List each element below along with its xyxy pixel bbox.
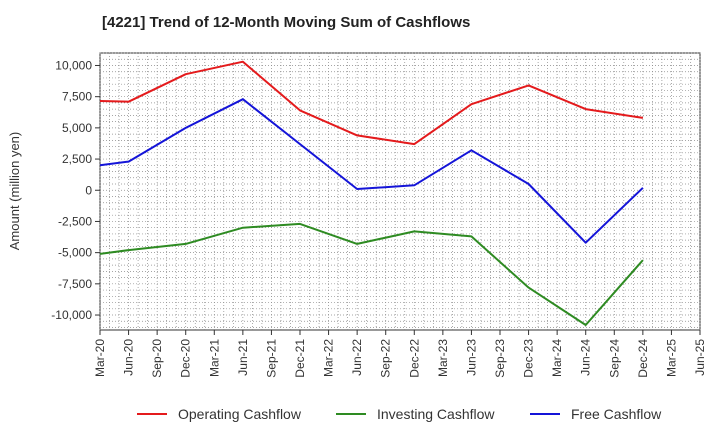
legend-label-investing-cashflow: Investing Cashflow [377,406,495,422]
x-axis-ticks: Mar-20 Jun-20 Sep-20 Dec-20 Mar-21 Jun-21 Sep-… [93,330,707,378]
x-tick-label: Jun-23 [464,339,478,376]
y-tick-label: 2,500 [62,152,92,166]
y-tick-label: -2,500 [58,214,92,228]
y-tick-label: -10,000 [51,308,92,322]
x-tick-label: Jun-25 [693,339,707,376]
x-tick-label: Jun-22 [350,339,364,376]
chart-title: [4221] Trend of 12-Month Moving Sum of C… [102,14,471,31]
x-tick-label: Sep-22 [379,339,393,378]
y-tick-label: -7,500 [58,277,92,291]
x-tick-label: Dec-20 [179,339,193,378]
x-tick-label: Dec-24 [636,339,650,378]
x-tick-label: Mar-25 [664,339,678,377]
y-axis-label: Amount (million yen) [7,132,22,251]
x-tick-label: Mar-22 [322,339,336,377]
x-tick-label: Dec-21 [293,339,307,378]
series-line-free-cashflow [99,98,644,244]
x-tick-label: Dec-22 [407,339,421,378]
legend-label-free-cashflow: Free Cashflow [571,406,662,422]
grid-lines [99,52,701,330]
x-tick-label: Mar-21 [207,339,221,377]
x-tick-label: Sep-23 [493,339,507,378]
x-tick-label: Sep-21 [264,339,278,378]
series-line-operating-cashflow [99,60,644,146]
x-tick-label: Jun-20 [122,339,136,376]
y-tick-label: -5,000 [58,246,92,260]
x-tick-label: Sep-20 [150,339,164,378]
plot-area [99,52,701,331]
y-tick-label: 0 [85,183,92,197]
x-tick-label: Sep-24 [607,339,621,378]
legend: Operating Cashflow Investing Cashflow Free… [137,406,662,422]
x-tick-label: Dec-23 [522,339,536,378]
y-axis-ticks: 10,000 7,500 5,000 2,500 0 -2,500 -5,000 -7,500… [51,58,100,322]
y-tick-label: 7,500 [62,90,92,104]
y-tick-label: 10,000 [55,58,92,72]
legend-label-operating-cashflow: Operating Cashflow [178,406,302,422]
y-tick-label: 5,000 [62,121,92,135]
plot-frame [99,52,701,331]
series-lines [99,60,644,326]
x-tick-label: Mar-24 [550,339,564,377]
series-line-investing-cashflow [99,222,644,326]
x-tick-label: Jun-24 [579,339,593,376]
x-tick-label: Jun-21 [236,339,250,376]
x-tick-label: Mar-20 [93,339,107,377]
x-tick-label: Mar-23 [436,339,450,377]
